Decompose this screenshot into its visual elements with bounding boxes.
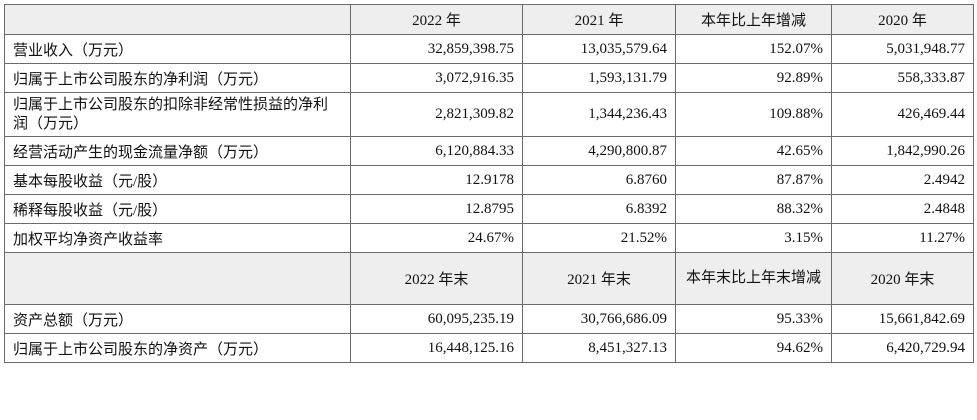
table-row: 基本每股收益（元/股） 12.9178 6.8760 87.87% 2.4942 <box>4 165 974 195</box>
table-row: 资产总额（万元） 60,095,235.19 30,766,686.09 95.… <box>4 304 974 334</box>
row-label: 营业收入（万元） <box>4 34 351 64</box>
row-label: 归属于上市公司股东的扣除非经常性损益的净利润（万元） <box>4 92 351 137</box>
header-2022: 2022 年 <box>350 4 523 35</box>
header-year-end-change: 本年末比上年末增减 <box>675 252 832 305</box>
table-cell: 4,290,800.87 <box>522 136 676 166</box>
table-cell: 13,035,579.64 <box>522 34 676 64</box>
table-cell: 2,821,309.82 <box>350 92 523 137</box>
table-cell: 11.27% <box>831 223 974 253</box>
table-cell: 95.33% <box>675 304 832 334</box>
header-2021: 2021 年 <box>522 4 676 35</box>
header-2020-end: 2020 年末 <box>831 252 974 305</box>
table-row: 归属于上市公司股东的净资产（万元） 16,448,125.16 8,451,32… <box>4 333 974 363</box>
row-label: 稀释每股收益（元/股） <box>4 194 351 224</box>
table-cell: 1,593,131.79 <box>522 63 676 93</box>
table-cell: 94.62% <box>675 333 832 363</box>
table-header-row: 2022 年 2021 年 本年比上年增减 2020 年 <box>4 4 974 35</box>
table-cell: 6.8760 <box>522 165 676 195</box>
table-cell: 152.07% <box>675 34 832 64</box>
financial-summary-table: 2022 年 2021 年 本年比上年增减 2020 年 营业收入（万元） 32… <box>4 4 974 363</box>
header-2021-end: 2021 年末 <box>522 252 676 305</box>
table-cell: 1,842,990.26 <box>831 136 974 166</box>
table-cell: 12.8795 <box>350 194 523 224</box>
row-label: 归属于上市公司股东的净资产（万元） <box>4 333 351 363</box>
table-cell: 8,451,327.13 <box>522 333 676 363</box>
table-cell: 60,095,235.19 <box>350 304 523 334</box>
table-cell: 1,344,236.43 <box>522 92 676 137</box>
table-cell: 6,420,729.94 <box>831 333 974 363</box>
table-cell: 2.4942 <box>831 165 974 195</box>
table-cell: 109.88% <box>675 92 832 137</box>
table-cell: 15,661,842.69 <box>831 304 974 334</box>
header-corner-cell <box>4 252 351 305</box>
table-cell: 558,333.87 <box>831 63 974 93</box>
table-row: 经营活动产生的现金流量净额（万元） 6,120,884.33 4,290,800… <box>4 136 974 166</box>
table-cell: 32,859,398.75 <box>350 34 523 64</box>
table-cell: 5,031,948.77 <box>831 34 974 64</box>
table-cell: 21.52% <box>522 223 676 253</box>
table-cell: 6,120,884.33 <box>350 136 523 166</box>
table-cell: 87.87% <box>675 165 832 195</box>
table-cell: 2.4848 <box>831 194 974 224</box>
table-cell: 426,469.44 <box>831 92 974 137</box>
table-row: 稀释每股收益（元/股） 12.8795 6.8392 88.32% 2.4848 <box>4 194 974 224</box>
table-cell: 92.89% <box>675 63 832 93</box>
header-2022-end: 2022 年末 <box>350 252 523 305</box>
table-header-row: 2022 年末 2021 年末 本年末比上年末增减 2020 年末 <box>4 252 974 305</box>
row-label: 加权平均净资产收益率 <box>4 223 351 253</box>
table-row: 归属于上市公司股东的扣除非经常性损益的净利润（万元） 2,821,309.82 … <box>4 92 974 137</box>
table-cell: 88.32% <box>675 194 832 224</box>
table-cell: 3,072,916.35 <box>350 63 523 93</box>
row-label: 归属于上市公司股东的净利润（万元） <box>4 63 351 93</box>
table-row: 加权平均净资产收益率 24.67% 21.52% 3.15% 11.27% <box>4 223 974 253</box>
table-row: 归属于上市公司股东的净利润（万元） 3,072,916.35 1,593,131… <box>4 63 974 93</box>
table-cell: 24.67% <box>350 223 523 253</box>
row-label: 经营活动产生的现金流量净额（万元） <box>4 136 351 166</box>
table-cell: 16,448,125.16 <box>350 333 523 363</box>
table-cell: 12.9178 <box>350 165 523 195</box>
header-corner-cell <box>4 4 351 35</box>
table-cell: 30,766,686.09 <box>522 304 676 334</box>
header-yoy-change: 本年比上年增减 <box>675 4 832 35</box>
row-label: 基本每股收益（元/股） <box>4 165 351 195</box>
table-cell: 3.15% <box>675 223 832 253</box>
header-2020: 2020 年 <box>831 4 974 35</box>
table-cell: 6.8392 <box>522 194 676 224</box>
table-cell: 42.65% <box>675 136 832 166</box>
row-label: 资产总额（万元） <box>4 304 351 334</box>
table-row: 营业收入（万元） 32,859,398.75 13,035,579.64 152… <box>4 34 974 64</box>
